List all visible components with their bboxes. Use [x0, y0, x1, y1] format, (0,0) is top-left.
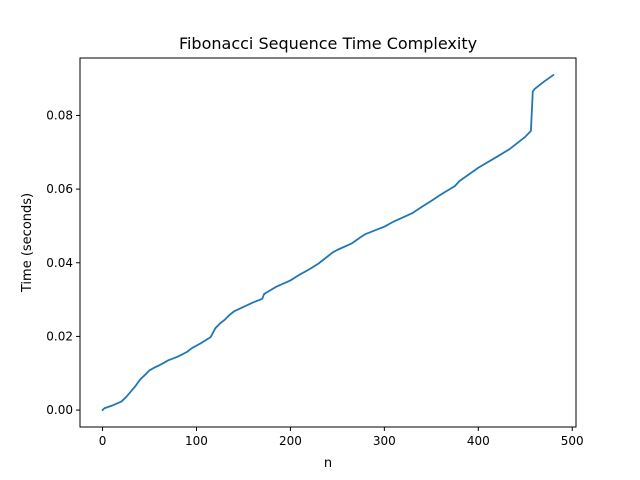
x-axis-label: n: [324, 456, 332, 471]
x-tick-label: 400: [467, 434, 490, 448]
x-tick-label: 500: [561, 434, 584, 448]
x-tick-label: 300: [373, 434, 396, 448]
plot-frame: [79, 57, 577, 428]
y-tick-label: 0.00: [46, 403, 73, 417]
y-tick-label: 0.08: [46, 108, 73, 122]
y-tick-label: 0.04: [46, 256, 73, 270]
y-tick-label: 0.02: [46, 329, 73, 343]
plot-area: 0 100 200 300 400 500 0.00 0.02 0.04 0.06 0.08: [46, 74, 584, 448]
chart-title: Fibonacci Sequence Time Complexity: [179, 34, 477, 53]
x-tick-label: 100: [185, 434, 208, 448]
x-tick-label: 200: [279, 434, 302, 448]
series-line-0: [101, 74, 555, 411]
y-axis-label: Time (seconds): [20, 193, 35, 293]
x-tick-label: 0: [99, 434, 107, 448]
y-tick-label: 0.06: [46, 182, 73, 196]
